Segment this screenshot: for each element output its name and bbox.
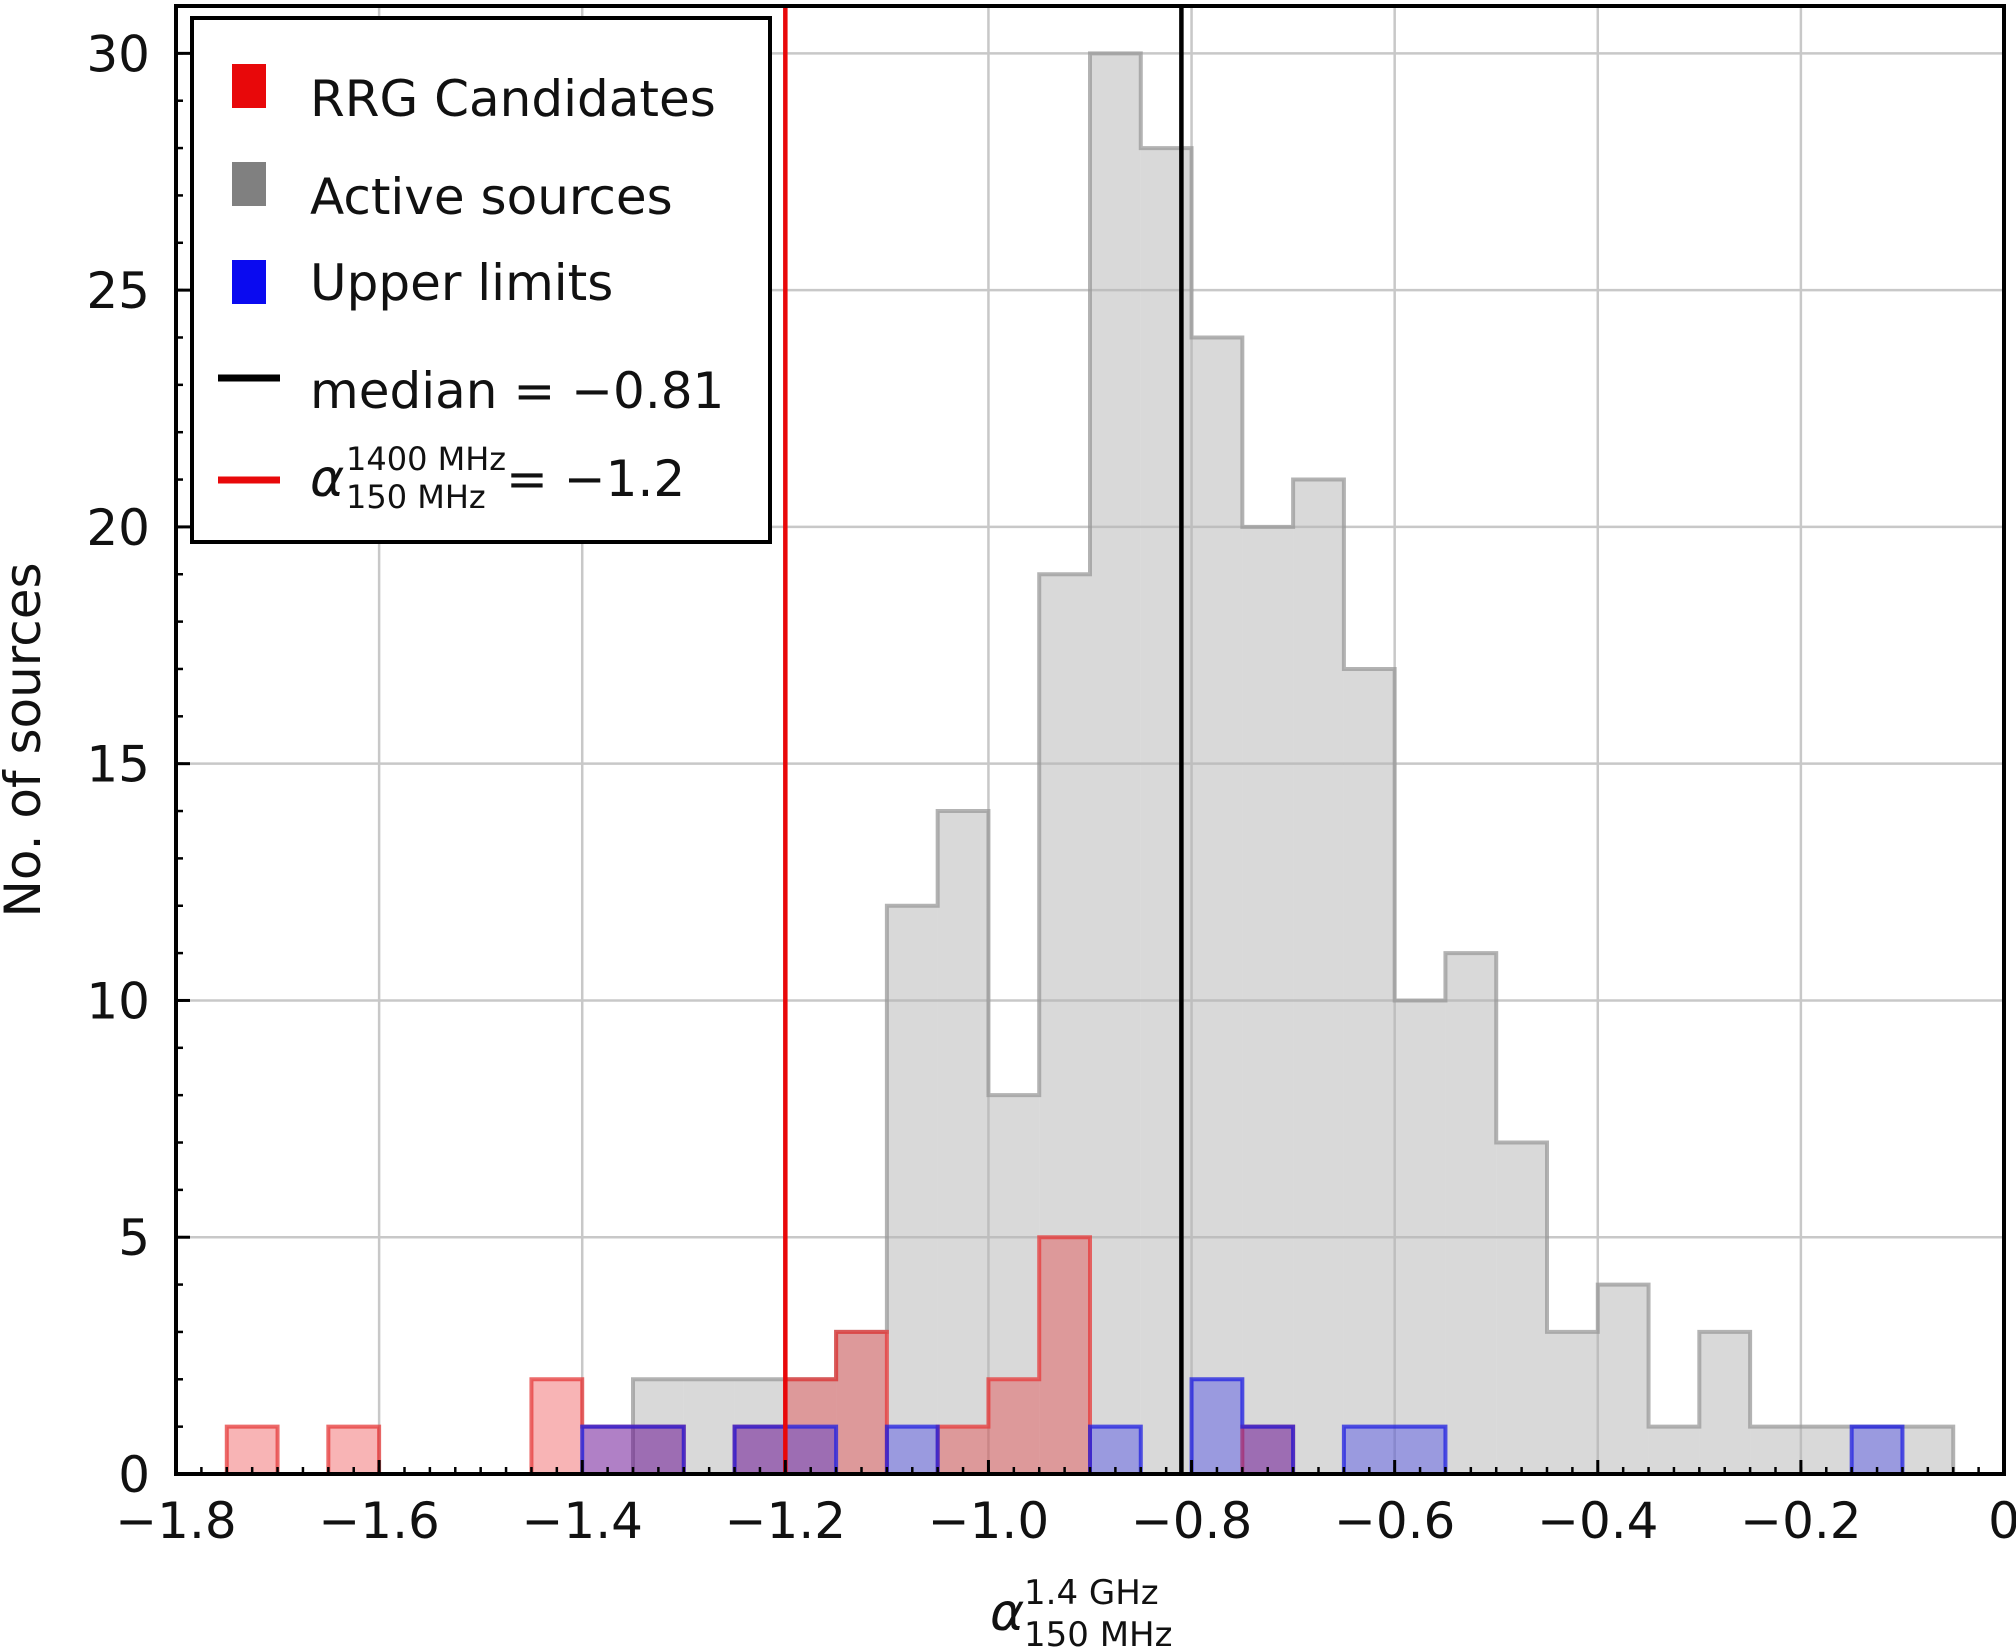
bar-active-sources xyxy=(1343,668,1395,1474)
bar-rrg-candidates xyxy=(937,1426,989,1474)
outline-active-sources xyxy=(631,51,1956,1474)
y-axis-label: No. of sources xyxy=(0,562,52,917)
legend-label-active: Active sources xyxy=(310,168,673,226)
legend-label-upper: Upper limits xyxy=(310,254,613,312)
bar-active-sources xyxy=(1750,1426,1801,1474)
bar-active-sources xyxy=(1090,53,1141,1474)
bar-active-sources xyxy=(937,811,989,1474)
x-tick-label: −0.6 xyxy=(1334,1492,1455,1550)
bar-active-sources xyxy=(1191,337,1243,1474)
x-tick-label: −1.6 xyxy=(318,1492,439,1550)
x-axis-label-subscript: 150 MHz xyxy=(1024,1615,1172,1648)
bar-rrg-candidates xyxy=(531,1379,583,1474)
legend-swatch-upper xyxy=(232,260,266,304)
bar-upper-limits xyxy=(633,1426,684,1474)
bar-rrg-candidates xyxy=(226,1426,278,1474)
histogram-bars xyxy=(224,51,1956,1475)
legend-label-median: median = −0.81 xyxy=(310,362,724,420)
legend-label-alpha-value: = −1.2 xyxy=(506,450,685,508)
bar-active-sources xyxy=(1293,479,1344,1474)
legend-swatch-active xyxy=(232,162,266,206)
bar-upper-limits xyxy=(1394,1426,1446,1474)
y-tick-label: 25 xyxy=(86,262,150,320)
x-tick-label: −0.4 xyxy=(1537,1492,1658,1550)
bar-active-sources xyxy=(1648,1426,1700,1474)
bar-rrg-candidates xyxy=(734,1426,786,1474)
legend-swatch-rrg xyxy=(232,64,266,108)
x-axis-label-symbol: α xyxy=(990,1583,1024,1643)
legend-label-rrg: RRG Candidates xyxy=(310,70,716,128)
x-tick-label: −0.2 xyxy=(1740,1492,1861,1550)
bar-rrg-candidates xyxy=(988,1379,1040,1474)
bar-upper-limits xyxy=(1343,1426,1395,1474)
legend-box xyxy=(190,16,772,544)
bar-active-sources xyxy=(1851,1426,1903,1474)
x-tick-label: −0.8 xyxy=(1131,1492,1252,1550)
bar-upper-limits xyxy=(1191,1379,1243,1474)
bar-upper-limits xyxy=(1851,1426,1903,1474)
reference-lines xyxy=(783,6,1184,1474)
bar-active-sources xyxy=(1800,1426,1852,1474)
bar-upper-limits xyxy=(785,1426,837,1474)
bar-active-sources xyxy=(1597,1284,1649,1474)
bar-active-sources xyxy=(1394,1000,1446,1474)
legend-label-alpha-superscript: 1400 MHz xyxy=(346,440,506,478)
bar-upper-limits xyxy=(582,1426,633,1474)
bar-active-sources xyxy=(988,1095,1040,1474)
y-tick-label: 0 xyxy=(118,1446,150,1504)
bar-rrg-candidates xyxy=(1242,1426,1294,1474)
axis-ticks: −1.8 −1.6 −1.4 −1.2 −1.0 −0.8 −0.6 −0.4 −0.2 0 0 5 1… xyxy=(86,4,2016,1550)
bar-active-sources xyxy=(1445,953,1497,1474)
x-tick-label: −1.0 xyxy=(928,1492,1049,1550)
bar-active-sources xyxy=(1902,1426,1954,1474)
bar-active-sources xyxy=(1039,574,1090,1474)
x-tick-label: −1.8 xyxy=(115,1492,236,1550)
bar-upper-limits xyxy=(886,1426,938,1474)
x-axis-label-superscript: 1.4 GHz xyxy=(1024,1573,1159,1613)
bar-active-sources xyxy=(1242,526,1294,1474)
x-tick-label: 0 xyxy=(1988,1492,2016,1550)
bar-rrg-candidates xyxy=(582,1426,633,1474)
bar-active-sources xyxy=(683,1379,735,1474)
legend: RRG Candidates Active sources Upper limi… xyxy=(190,16,772,544)
bar-upper-limits xyxy=(1090,1426,1141,1474)
x-tick-label: −1.4 xyxy=(522,1492,643,1550)
y-tick-label: 10 xyxy=(86,972,150,1030)
bar-upper-limits xyxy=(1242,1426,1294,1474)
legend-label-alpha-subscript: 150 MHz xyxy=(346,478,486,516)
bar-active-sources xyxy=(836,1331,887,1474)
bar-active-sources xyxy=(1699,1331,1751,1474)
bar-active-sources xyxy=(886,905,938,1474)
y-tick-label: 30 xyxy=(86,25,150,83)
bar-rrg-candidates xyxy=(328,1426,380,1474)
bar-active-sources xyxy=(1547,1331,1598,1474)
y-tick-label: 15 xyxy=(86,736,150,794)
x-tick-label: −1.2 xyxy=(725,1492,846,1550)
bar-rrg-candidates xyxy=(633,1426,684,1474)
y-tick-label: 20 xyxy=(86,499,150,557)
bar-upper-limits xyxy=(734,1426,786,1474)
y-tick-label: 5 xyxy=(118,1209,150,1267)
x-axis-label: α 1.4 GHz 150 MHz xyxy=(990,1573,1172,1648)
bar-active-sources xyxy=(1496,1142,1547,1474)
bar-active-sources xyxy=(1140,148,1192,1475)
bar-rrg-candidates xyxy=(1039,1237,1090,1474)
legend-label-alpha-symbol: α xyxy=(310,449,344,509)
bar-rrg-candidates xyxy=(836,1331,887,1474)
